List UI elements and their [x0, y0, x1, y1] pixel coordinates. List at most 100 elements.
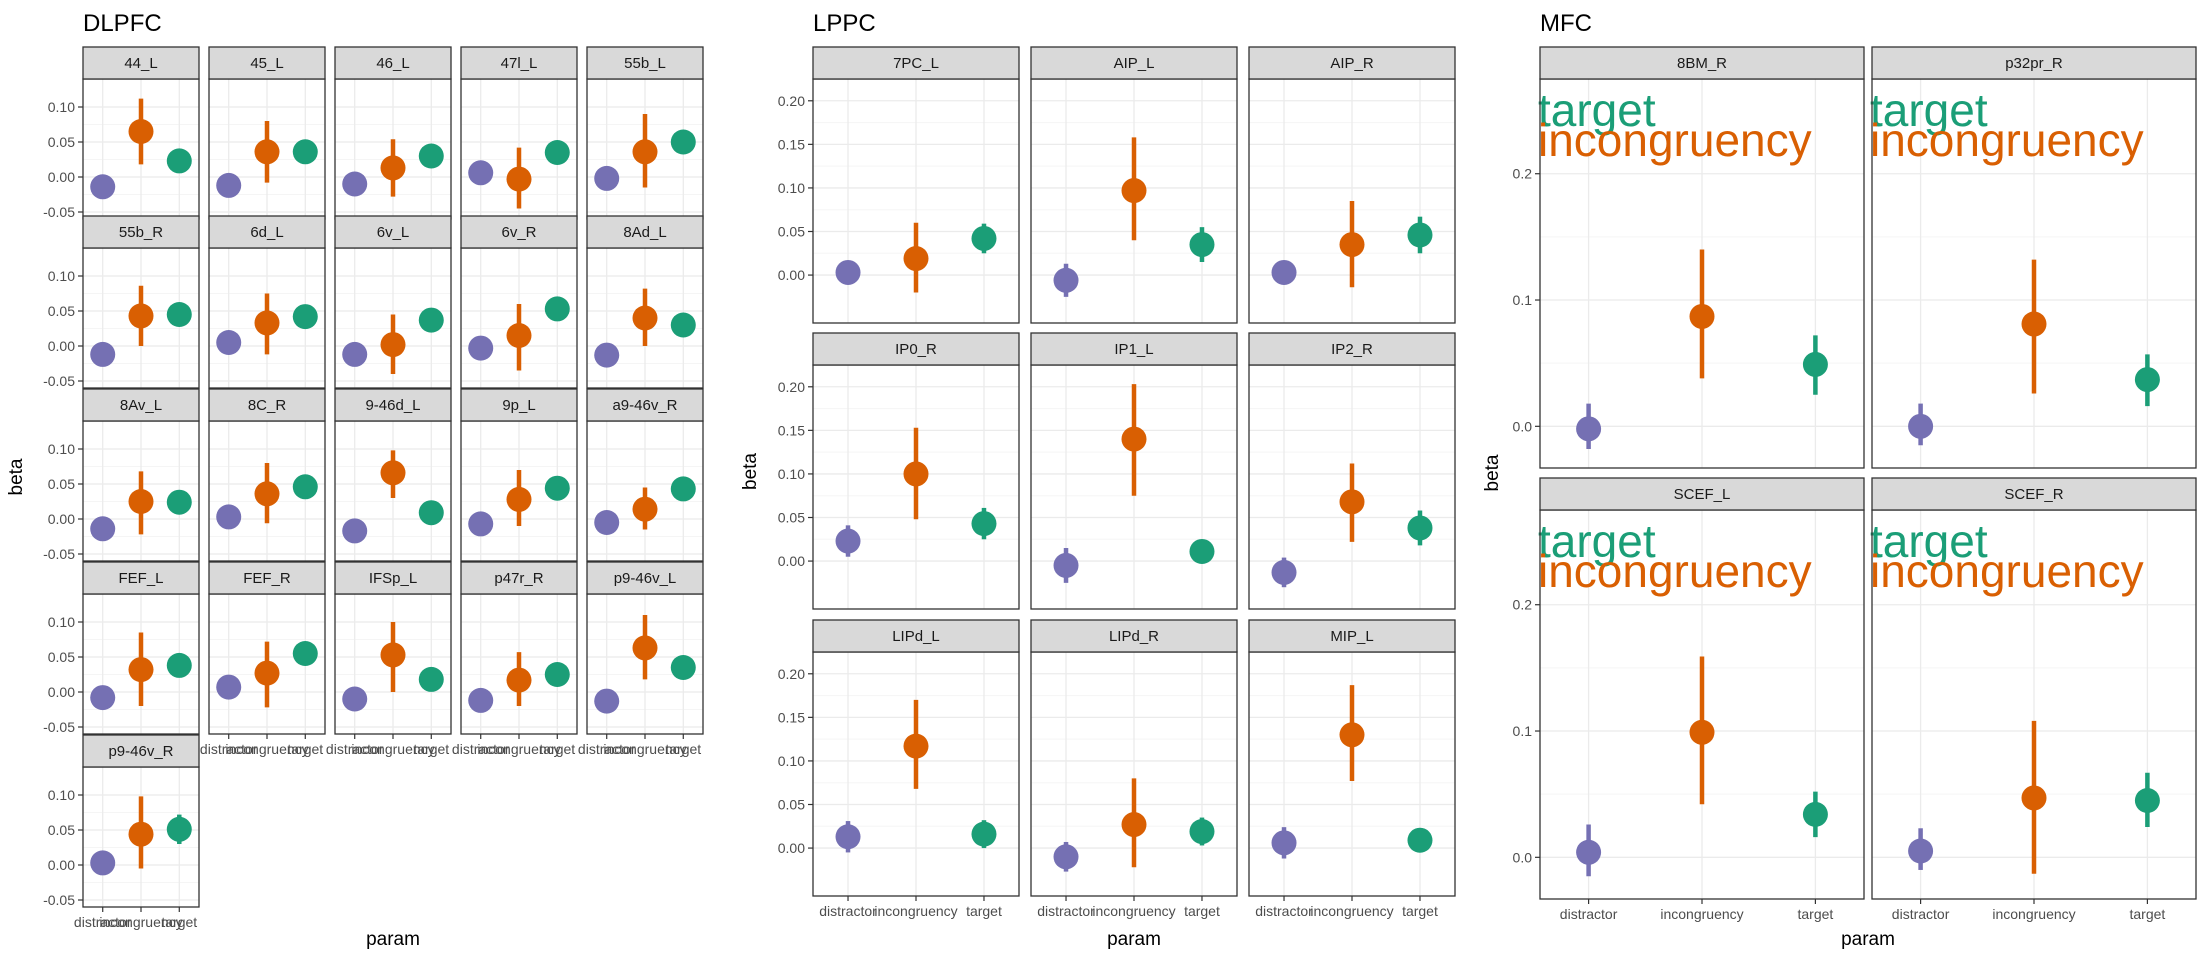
point-target: [292, 139, 318, 165]
x-tick-label: target: [413, 741, 449, 757]
x-tick-label: distractor: [1560, 906, 1618, 922]
strip-label: LIPd_L: [892, 628, 940, 645]
point-distractor: [835, 824, 861, 850]
y-tick-label: 0.15: [778, 136, 805, 152]
point-incongruency: [380, 332, 406, 358]
x-tick-label: incongruency: [1310, 903, 1393, 919]
strip-background: [460, 46, 578, 80]
facet-panel: 6d_L: [208, 215, 326, 389]
y-tick-label: 0.20: [778, 666, 805, 682]
y-tick-label: 0.00: [778, 553, 805, 569]
strip-background: [82, 388, 200, 422]
strip-background: [208, 46, 326, 80]
point-incongruency: [2021, 311, 2047, 337]
point-incongruency: [632, 635, 658, 661]
y-tick-label: 0.15: [778, 709, 805, 725]
strip-background: [208, 388, 326, 422]
y-axis-label: beta: [740, 453, 761, 490]
x-tick-label: distractor: [1037, 903, 1095, 919]
strip-background: [208, 561, 326, 595]
strip-background: [1539, 46, 1865, 80]
strip-label: p32pr_R: [2005, 55, 2063, 72]
facet-panel: IP1_L: [1030, 332, 1238, 610]
strip-background: [812, 332, 1020, 366]
strip-background: [1030, 619, 1238, 653]
point-incongruency: [128, 119, 154, 144]
strip-background: [1030, 46, 1238, 80]
point-target: [544, 296, 570, 322]
y-tick-label: -0.05: [43, 719, 75, 735]
facet-panel: FEF_L -0.05 0.00 0.05 0.10: [43, 561, 200, 735]
facet-panel: 55b_L: [586, 46, 704, 220]
point-target: [1802, 351, 1828, 377]
facet-panel: 45_L: [208, 46, 326, 220]
strip-background: [334, 561, 452, 595]
point-incongruency: [254, 310, 280, 336]
strip-background: [812, 619, 1020, 653]
point-distractor: [835, 528, 861, 554]
strip-label: SCEF_L: [1674, 486, 1731, 503]
facet-panel: 47l_L: [460, 46, 578, 220]
point-incongruency: [1121, 812, 1147, 838]
point-target: [2134, 367, 2160, 393]
point-incongruency: [128, 821, 154, 847]
x-tick-label: target: [2129, 906, 2165, 922]
point-target: [292, 304, 318, 330]
facet-group-lppc: LPPC 7PC_L 0.00 0.05 0.10 0.15 0.20 AIP_L AIP_R I…: [740, 10, 1456, 950]
point-incongruency: [506, 323, 532, 348]
point-distractor: [1576, 839, 1602, 865]
y-tick-label: 0.10: [778, 753, 805, 769]
y-tick-label: 0.05: [48, 649, 75, 665]
x-tick-label: incongruency: [874, 903, 957, 919]
x-axis-label: param: [1841, 929, 1895, 950]
annotation-incongruency: incongruency: [1870, 114, 2144, 166]
strip-label: MIP_L: [1330, 628, 1373, 645]
y-tick-label: 0.00: [48, 684, 75, 700]
facet-panel: LIPd_L 0.00 0.05 0.10 0.15 0.20 distractorinco…: [778, 619, 1020, 919]
point-incongruency: [1339, 722, 1365, 748]
y-tick-label: 0.10: [778, 180, 805, 196]
point-target: [971, 225, 997, 251]
strip-label: p9-46v_R: [108, 743, 173, 760]
y-tick-label: 0.10: [48, 99, 75, 115]
strip-label: IP2_R: [1331, 341, 1373, 358]
point-incongruency: [903, 246, 929, 272]
x-tick-label: incongruency: [99, 914, 182, 930]
point-distractor: [342, 171, 368, 197]
point-target: [418, 500, 444, 526]
y-tick-label: 0.10: [48, 614, 75, 630]
strip-label: 45_L: [250, 55, 283, 72]
point-incongruency: [506, 667, 532, 693]
point-incongruency: [128, 657, 154, 683]
point-distractor: [342, 686, 368, 712]
facet-panel: 6v_L: [334, 215, 452, 389]
point-distractor: [342, 518, 368, 544]
strip-background: [460, 561, 578, 595]
y-tick-label: 0.2: [1513, 166, 1533, 182]
y-tick-label: 0.00: [48, 857, 75, 873]
y-tick-label: 0.10: [48, 268, 75, 284]
point-distractor: [468, 511, 494, 537]
y-tick-label: 0.1: [1513, 292, 1533, 308]
y-tick-label: 0.1: [1513, 723, 1533, 739]
point-target: [1407, 222, 1433, 248]
x-tick-label: target: [1402, 903, 1438, 919]
strip-label: AIP_L: [1114, 55, 1155, 72]
x-tick-label: target: [539, 741, 575, 757]
point-distractor: [468, 160, 494, 186]
y-tick-label: 0.00: [48, 511, 75, 527]
point-incongruency: [380, 642, 406, 668]
strip-label: 8Av_L: [120, 397, 162, 414]
strip-background: [1030, 332, 1238, 366]
point-target: [670, 129, 696, 155]
x-tick-label: incongruency: [1992, 906, 2075, 922]
y-tick-label: 0.10: [48, 787, 75, 803]
strip-background: [334, 388, 452, 422]
point-incongruency: [2021, 785, 2047, 811]
point-incongruency: [903, 461, 929, 487]
y-axis-label: beta: [1482, 454, 1503, 491]
